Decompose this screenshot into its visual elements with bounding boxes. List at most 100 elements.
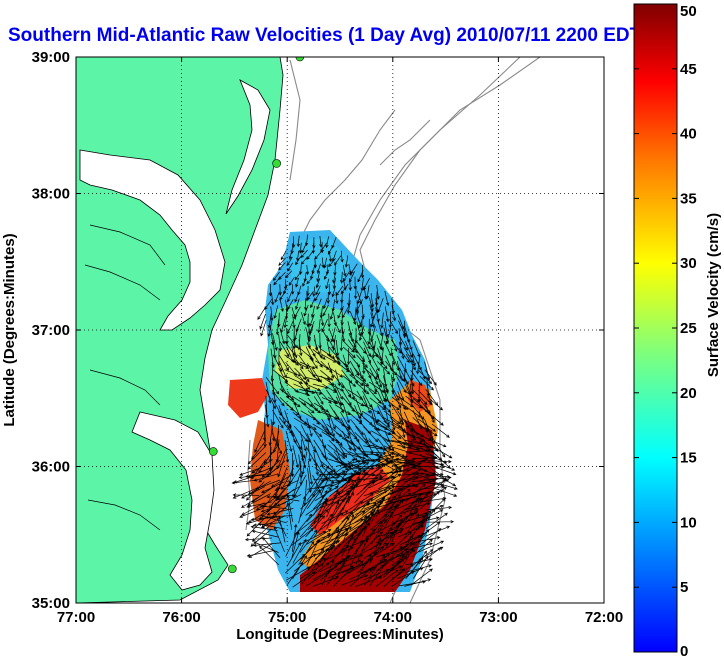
velocity-vector (286, 346, 294, 364)
velocity-vector (369, 542, 395, 559)
velocity-vector (274, 291, 280, 303)
velocity-vector (280, 250, 287, 261)
velocity-vector (306, 383, 322, 391)
velocity-vector (312, 286, 316, 297)
velocity-vector (389, 383, 400, 401)
velocity-vector (333, 319, 341, 334)
colorbar-tick-label: 5 (680, 579, 688, 596)
velocity-vector (365, 285, 370, 300)
velocity-vector (349, 311, 357, 326)
velocity-vector (371, 341, 376, 359)
velocity-vector (350, 419, 364, 436)
velocity-vector (333, 374, 345, 389)
velocity-vector (403, 459, 426, 474)
velocity-vector (347, 431, 357, 452)
velocity-vector (398, 335, 408, 351)
velocity-vector (332, 334, 336, 352)
velocity-vector (254, 430, 265, 453)
velocity-vector (341, 382, 352, 398)
velocity-vector (355, 381, 370, 395)
velocity-vector (266, 494, 294, 499)
velocity-vector (389, 368, 405, 382)
velocity-vector (319, 342, 323, 359)
velocity-vector (377, 320, 383, 337)
river (89, 224, 166, 266)
velocity-vector (377, 505, 393, 532)
velocity-vector (403, 389, 421, 403)
velocity-vector (312, 423, 330, 435)
velocity-vector (275, 319, 280, 336)
velocity-vector (342, 346, 356, 359)
velocity-vector (327, 362, 335, 379)
velocity-vector (307, 509, 329, 531)
isobath-line (289, 59, 301, 181)
velocity-vector (312, 237, 316, 249)
velocity-vector (383, 388, 392, 408)
velocity-vector (362, 508, 376, 537)
velocity-vector (293, 474, 307, 498)
velocity-vector (245, 481, 265, 501)
velocity-vector (307, 362, 316, 378)
velocity-vector (347, 389, 364, 400)
velocity-vector (383, 410, 401, 425)
velocity-vector (391, 457, 416, 467)
velocity-vector (240, 486, 265, 499)
velocity-vector (383, 397, 400, 411)
velocity-vector (328, 411, 336, 430)
velocity-vector (426, 411, 444, 426)
velocity-vector (286, 542, 301, 567)
velocity-region (228, 378, 268, 418)
velocity-vector (405, 354, 416, 371)
colorbar-tick-label: 30 (680, 255, 697, 272)
velocity-vector (295, 298, 300, 310)
velocity-vector (412, 472, 436, 488)
velocity-vector (392, 363, 396, 382)
velocity-vector (412, 510, 432, 532)
velocity-vector (356, 553, 372, 580)
velocity-vector (370, 452, 395, 462)
velocity-vector (286, 566, 311, 581)
velocity-vector (377, 361, 391, 375)
velocity-vector (377, 410, 390, 428)
velocity-vector (250, 529, 272, 547)
velocity-vector (241, 493, 264, 508)
velocity-vector (272, 271, 280, 282)
velocity-vector (314, 547, 329, 574)
velocity-vector (272, 431, 280, 454)
velocity-vector (299, 431, 307, 452)
velocity-vector (262, 417, 267, 442)
velocity-vector (278, 361, 287, 379)
isobath-line (299, 109, 396, 241)
velocity-vector (299, 361, 316, 369)
velocity-vector (398, 341, 405, 360)
velocity-vector (287, 299, 294, 310)
velocity-vectors (231, 234, 458, 588)
velocity-vector (232, 493, 260, 497)
velocity-vector (432, 437, 446, 458)
velocity-vector (355, 452, 380, 457)
velocity-vector (252, 542, 281, 547)
velocity-vector (389, 488, 411, 509)
velocity-vector (278, 272, 286, 281)
velocity-vector (350, 263, 358, 275)
velocity-vector (276, 447, 288, 470)
velocity-vector (296, 250, 300, 262)
velocity-vector (424, 369, 437, 386)
velocity-vector (354, 505, 380, 523)
velocity-vector (285, 553, 306, 574)
velocity-vector (384, 405, 390, 426)
velocity-vector (418, 547, 442, 565)
velocity-vector (410, 568, 433, 586)
velocity-vector (298, 495, 307, 524)
velocity-vector (361, 531, 384, 553)
velocity-vector (313, 439, 326, 459)
velocity-vector (342, 537, 356, 565)
velocity-vector (382, 382, 388, 403)
velocity-vector (342, 264, 347, 277)
velocity-vector (340, 298, 344, 312)
river (87, 499, 161, 531)
velocity-vector (354, 514, 367, 544)
velocity-vector (405, 521, 424, 544)
velocity-vector (377, 553, 405, 566)
